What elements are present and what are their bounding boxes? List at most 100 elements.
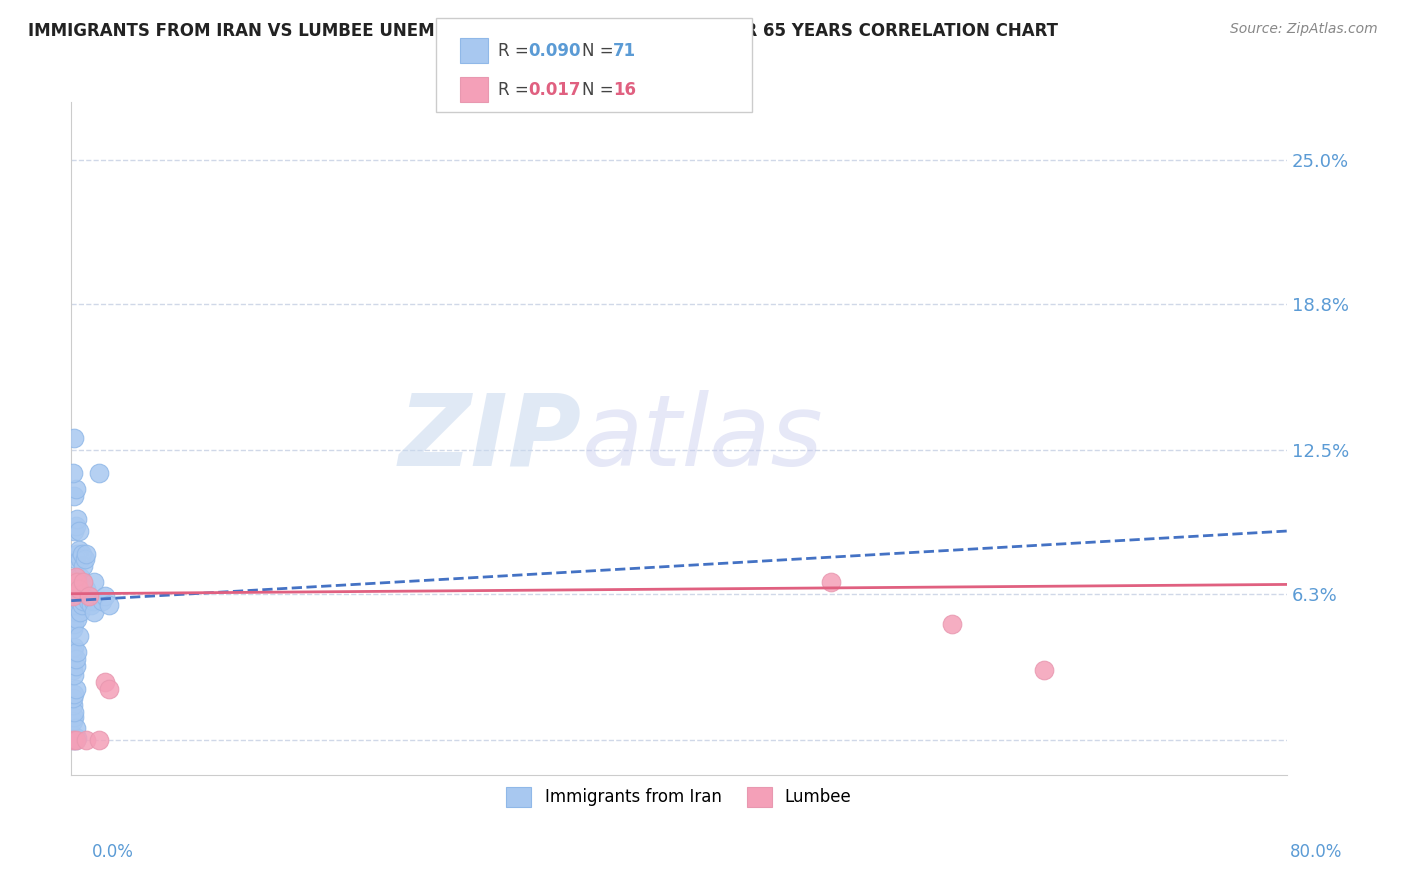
Point <box>90 593 112 607</box>
Point <box>73 589 96 603</box>
Text: atlas: atlas <box>582 390 824 487</box>
Point <box>66 575 89 590</box>
Point <box>62 714 84 729</box>
Point <box>67 593 90 607</box>
Point <box>65 651 87 665</box>
Point <box>82 593 104 607</box>
Point <box>66 612 89 626</box>
Point <box>72 593 94 607</box>
Point <box>62 622 84 636</box>
Point <box>941 616 963 631</box>
Point <box>70 547 93 561</box>
Point <box>66 547 89 561</box>
Point <box>66 512 89 526</box>
Text: R =: R = <box>498 81 534 99</box>
Text: IMMIGRANTS FROM IRAN VS LUMBEE UNEMPLOYMENT AMONG SENIORS OVER 65 YEARS CORRELAT: IMMIGRANTS FROM IRAN VS LUMBEE UNEMPLOYM… <box>28 22 1059 40</box>
Point <box>77 593 100 607</box>
Point <box>63 710 86 724</box>
Point <box>62 589 84 603</box>
Point <box>65 570 87 584</box>
Point <box>1032 663 1054 677</box>
Point <box>75 547 97 561</box>
Point <box>63 575 86 590</box>
Point <box>93 675 115 690</box>
Point <box>70 582 93 596</box>
Point <box>79 589 101 603</box>
Point <box>93 589 115 603</box>
Point <box>83 605 105 619</box>
Point <box>65 482 87 496</box>
Text: 16: 16 <box>613 81 636 99</box>
Point <box>62 645 84 659</box>
Text: 71: 71 <box>613 42 636 60</box>
Point <box>63 575 86 590</box>
Point <box>62 698 84 713</box>
Point <box>63 593 86 607</box>
Point <box>75 733 97 747</box>
Point <box>63 731 86 745</box>
Point <box>98 599 121 613</box>
Point <box>65 605 87 619</box>
Point <box>63 489 86 503</box>
Point <box>66 599 89 613</box>
Point <box>62 663 84 677</box>
Point <box>80 599 103 613</box>
Point <box>98 681 121 696</box>
Text: 0.017: 0.017 <box>529 81 581 99</box>
Point <box>72 558 94 573</box>
Point <box>62 466 84 480</box>
Point <box>67 542 90 557</box>
Text: N =: N = <box>582 81 619 99</box>
Point <box>62 691 84 706</box>
Text: N =: N = <box>582 42 619 60</box>
Text: R =: R = <box>498 42 534 60</box>
Point <box>63 524 86 538</box>
Point <box>63 616 86 631</box>
Point <box>62 582 84 596</box>
Point <box>72 575 94 590</box>
Point <box>79 589 101 603</box>
Point <box>87 466 110 480</box>
Point <box>69 570 91 584</box>
Point <box>63 668 86 682</box>
Point <box>62 728 84 742</box>
Point <box>63 687 86 701</box>
Point <box>66 575 89 590</box>
Point <box>72 575 94 590</box>
Point <box>65 519 87 533</box>
Point <box>65 681 87 696</box>
Point <box>62 733 84 747</box>
Point <box>66 731 89 745</box>
Point <box>67 582 90 596</box>
Point <box>63 705 86 719</box>
Point <box>67 524 90 538</box>
Point <box>67 628 90 642</box>
Text: 80.0%: 80.0% <box>1291 843 1343 861</box>
Point <box>65 658 87 673</box>
Point <box>62 599 84 613</box>
Point <box>63 431 86 445</box>
Point <box>67 582 90 596</box>
Point <box>65 552 87 566</box>
Point <box>83 575 105 590</box>
Point <box>62 733 84 747</box>
Point <box>69 552 91 566</box>
Text: ZIP: ZIP <box>399 390 582 487</box>
Text: 0.090: 0.090 <box>529 42 581 60</box>
Point <box>75 582 97 596</box>
Point <box>65 589 87 603</box>
Point <box>65 733 87 747</box>
Text: Source: ZipAtlas.com: Source: ZipAtlas.com <box>1230 22 1378 37</box>
Point <box>65 733 87 747</box>
Legend: Immigrants from Iran, Lumbee: Immigrants from Iran, Lumbee <box>499 780 858 814</box>
Point <box>65 722 87 736</box>
Point <box>73 552 96 566</box>
Point <box>63 640 86 654</box>
Point <box>65 570 87 584</box>
Point <box>70 599 93 613</box>
Point <box>69 605 91 619</box>
Point <box>87 733 110 747</box>
Point <box>66 645 89 659</box>
Point <box>820 575 842 590</box>
Text: 0.0%: 0.0% <box>91 843 134 861</box>
